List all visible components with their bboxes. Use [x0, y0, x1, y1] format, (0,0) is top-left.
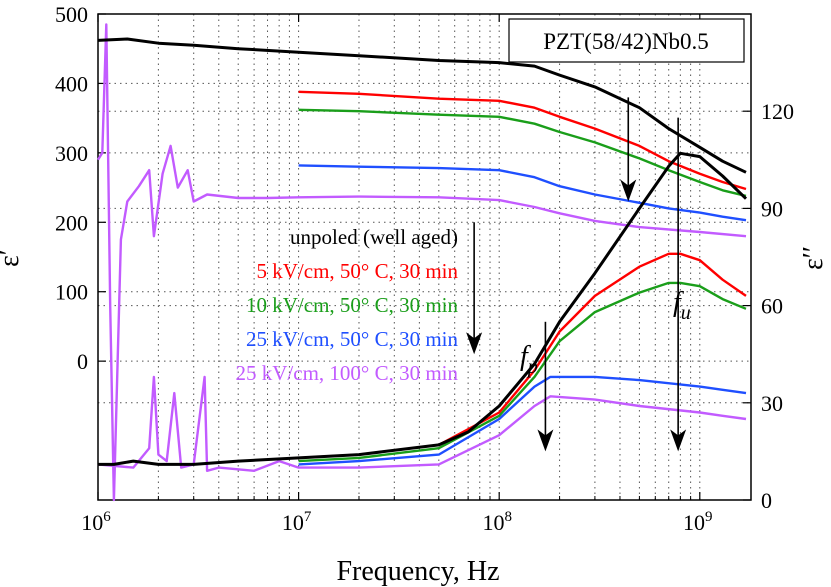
legend-entry: 10 kV/cm, 50° C, 30 min [246, 293, 458, 317]
series-eps-real-line [97, 37, 747, 174]
grid [98, 14, 751, 500]
y-left-tick-label: 400 [55, 71, 88, 96]
series-eps-imag-line [97, 375, 747, 472]
arrow-head [620, 179, 637, 202]
series-eps-real-line [298, 164, 747, 222]
x-tick-label: 107 [282, 509, 312, 535]
legend-entry: 25 kV/cm, 50° C, 30 min [246, 327, 458, 351]
sample-label-box [508, 18, 745, 63]
y-right-tick-label: 60 [761, 294, 783, 319]
y-axis-left-title: ε′ [0, 249, 25, 267]
y-right-tick-label: 30 [761, 391, 783, 416]
arrows [466, 97, 687, 452]
annotation-fu: fu [673, 287, 691, 324]
y-right-tick-label: 120 [761, 99, 794, 124]
series-eps-real-line [298, 108, 747, 198]
x-tick-label: 109 [683, 509, 713, 535]
legend-entry: 25 kV/cm, 100° C, 30 min [236, 361, 459, 385]
y-left-tick-label: 0 [77, 349, 88, 374]
legend: unpoled (well aged) 5 kV/cm, 50° C, 30 mi… [236, 225, 459, 385]
legend-entry: unpoled (well aged) [290, 225, 458, 249]
y-axis-right-title: ε′′ [798, 246, 829, 270]
y-left-tick-label: 300 [55, 141, 88, 166]
arrow-head [670, 429, 687, 452]
series-eps-real-line [298, 90, 747, 191]
y-right-tick-label: 0 [761, 488, 772, 513]
series-eps-real-line [96, 23, 747, 502]
series-eps-imag-line [298, 281, 747, 463]
x-tick-label: 108 [482, 509, 512, 535]
annotation-fp: fp [520, 341, 538, 378]
x-tick-label: 106 [81, 509, 111, 535]
annotations: fp fu [520, 287, 691, 378]
y-right-tick-label: 90 [761, 196, 783, 221]
y-left-tick-label: 100 [55, 280, 88, 305]
legend-entry: 5 kV/cm, 50° C, 30 min [257, 259, 459, 283]
plot-frame [97, 13, 752, 501]
arrow-head [537, 429, 554, 452]
y-left-tick-label: 500 [55, 2, 88, 27]
series-eps-imag-line [298, 375, 747, 466]
arrow-head [466, 332, 483, 355]
x-axis-title: Frequency, Hz [336, 556, 499, 587]
sample-label: PZT(58/42)Nb0.5 [543, 29, 708, 54]
y-left-tick-label: 200 [55, 210, 88, 235]
